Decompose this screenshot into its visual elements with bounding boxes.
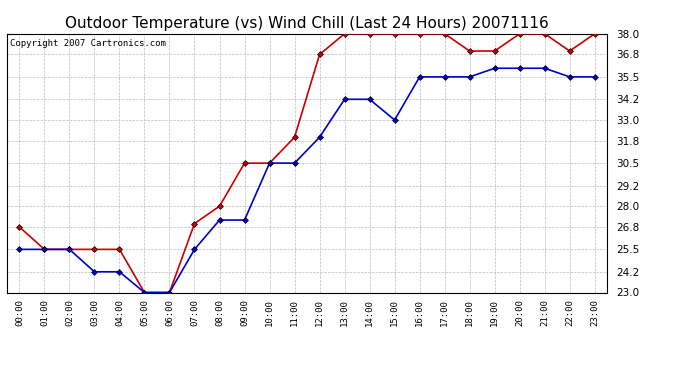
Title: Outdoor Temperature (vs) Wind Chill (Last 24 Hours) 20071116: Outdoor Temperature (vs) Wind Chill (Las… [65,16,549,31]
Text: Copyright 2007 Cartronics.com: Copyright 2007 Cartronics.com [10,39,166,48]
